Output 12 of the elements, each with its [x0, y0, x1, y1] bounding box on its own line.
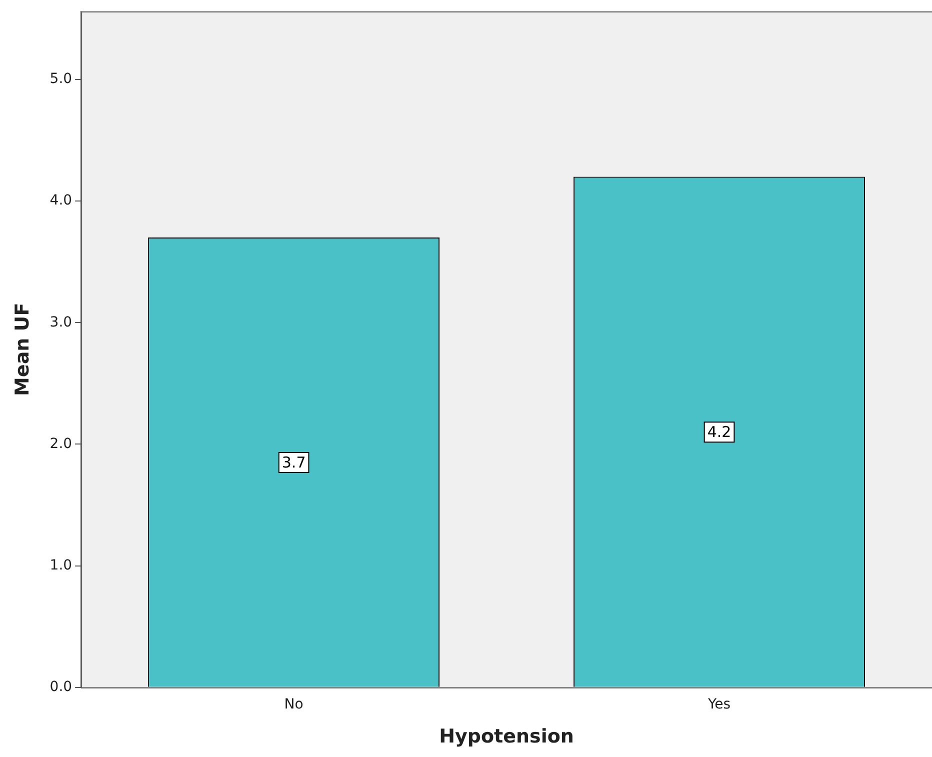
y-tick-label: 2.0	[50, 436, 72, 452]
y-tick-label: 0.0	[50, 679, 72, 696]
x-tick-label: No	[284, 696, 304, 712]
x-tick-label: Yes	[706, 696, 731, 712]
data-label: 4.2	[707, 422, 732, 441]
x-axis-title: Hypotension	[439, 726, 574, 748]
y-axis-title: Mean UF	[11, 302, 34, 396]
data-label: 3.7	[282, 453, 306, 472]
y-tick-label: 5.0	[50, 71, 72, 88]
y-tick-label: 4.0	[50, 192, 72, 209]
y-tick-label: 1.0	[50, 557, 72, 574]
y-tick-label: 3.0	[50, 314, 72, 330]
